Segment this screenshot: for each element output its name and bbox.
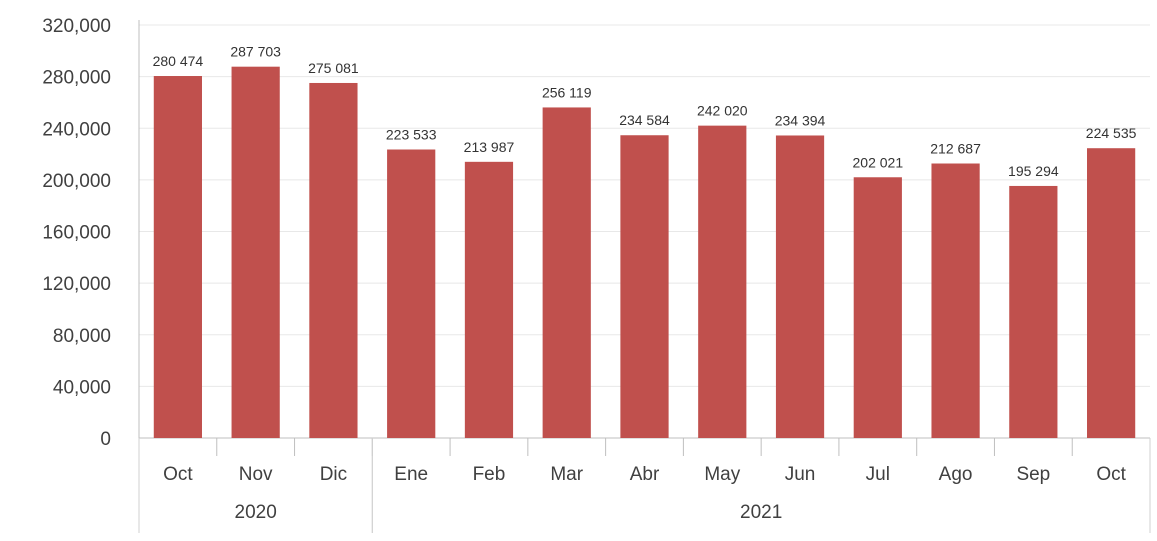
- y-tick-label: 0: [100, 429, 111, 450]
- x-category-label: Sep: [1016, 464, 1050, 485]
- data-label: 234 584: [619, 112, 670, 128]
- x-category-label: Ago: [939, 464, 973, 485]
- x-category-label: Ene: [394, 464, 428, 485]
- year-labels: 2020 2021: [235, 502, 783, 523]
- data-label: 287 703: [230, 44, 281, 60]
- bar: [387, 149, 436, 438]
- data-label: 242 020: [697, 103, 748, 119]
- x-category-label: Abr: [630, 464, 660, 485]
- y-tick-label: 280,000: [42, 68, 111, 89]
- bar: [464, 161, 514, 438]
- year-label: 2021: [740, 502, 782, 523]
- bar: [231, 66, 280, 438]
- x-category-label: Oct: [163, 464, 193, 485]
- x-category-label: Oct: [1096, 464, 1126, 485]
- data-label: 213 987: [464, 139, 515, 155]
- y-tick-label: 80,000: [53, 326, 111, 347]
- bar: [153, 76, 202, 438]
- x-category-label: Feb: [473, 464, 506, 485]
- y-tick-label: 200,000: [42, 171, 111, 192]
- bar: [853, 177, 902, 438]
- bar: [931, 163, 980, 438]
- bar: [309, 82, 358, 439]
- x-category-labels: Oct Nov Dic Ene Feb Mar Abr May Jun Jul Ago Sep Oct: [163, 464, 1127, 485]
- bar: [775, 135, 825, 439]
- data-label: 256 119: [542, 84, 592, 100]
- bar: [620, 135, 669, 438]
- data-label: 195 294: [1008, 163, 1059, 179]
- bar: [1009, 185, 1058, 438]
- data-label: 234 394: [775, 112, 826, 128]
- x-category-label: Nov: [239, 464, 273, 485]
- data-label: 224 535: [1086, 125, 1137, 141]
- bar: [542, 107, 591, 439]
- data-label: 202 021: [853, 154, 904, 170]
- bar: [698, 125, 747, 438]
- x-category-label: May: [704, 464, 740, 485]
- axes: [138, 20, 1151, 533]
- x-category-label: Dic: [320, 464, 347, 485]
- data-label: 212 687: [930, 141, 981, 157]
- data-labels: 280 474 287 703 275 081 223 533 213 987 256 1…: [153, 44, 1137, 179]
- y-tick-label: 240,000: [42, 119, 111, 140]
- year-label: 2020: [235, 502, 277, 523]
- y-tick-label: 120,000: [42, 274, 111, 295]
- x-category-label: Jun: [785, 464, 816, 485]
- y-tick-labels: 0 40,000 80,000 120,000 160,000 200,000 240,00…: [42, 16, 111, 450]
- y-tick-label: 40,000: [53, 377, 111, 398]
- bar: [1087, 148, 1136, 438]
- data-label: 275 081: [308, 60, 359, 76]
- x-category-label: Mar: [550, 464, 583, 485]
- bars: [153, 66, 1136, 439]
- y-tick-label: 320,000: [42, 16, 111, 37]
- x-category-label: Jul: [866, 464, 890, 485]
- data-label: 223 533: [386, 127, 437, 143]
- y-tick-label: 160,000: [42, 223, 111, 244]
- data-label: 280 474: [153, 53, 204, 69]
